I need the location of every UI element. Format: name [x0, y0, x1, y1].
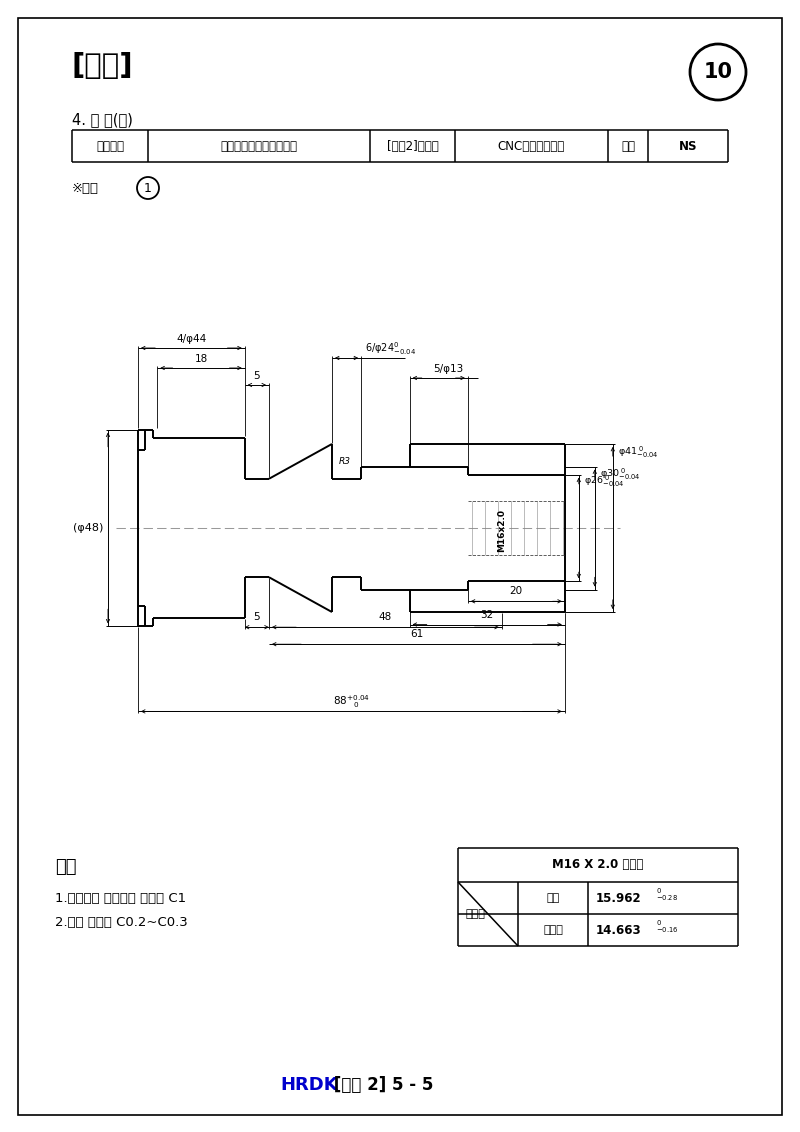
Text: 주서: 주서	[55, 858, 77, 876]
Text: CNC선반기공작업: CNC선반기공작업	[498, 139, 565, 153]
Text: 1.도시되고 지시없는 모떼기 C1: 1.도시되고 지시없는 모떼기 C1	[55, 892, 186, 904]
Text: φ41$^{\ 0}_{-0.04}$: φ41$^{\ 0}_{-0.04}$	[618, 445, 658, 460]
Text: 15.962: 15.962	[596, 892, 642, 904]
Text: 4/φ44: 4/φ44	[176, 334, 206, 344]
Text: 1: 1	[144, 181, 152, 195]
Text: 48: 48	[378, 612, 392, 623]
Text: 컴퓨터응용가공산업기사: 컴퓨터응용가공산업기사	[221, 139, 298, 153]
Text: 5: 5	[254, 612, 260, 623]
Text: (φ48): (φ48)	[73, 523, 103, 533]
Text: $^{0}_{-0.28}$: $^{0}_{-0.28}$	[656, 886, 678, 903]
Text: φ26$^{\ 0}_{-0.04}$: φ26$^{\ 0}_{-0.04}$	[584, 474, 624, 489]
Text: HRDK: HRDK	[280, 1077, 338, 1094]
Text: 88$^{+0.04}_{\ \ \ 0}$: 88$^{+0.04}_{\ \ \ 0}$	[333, 693, 370, 710]
Text: [시험 2] 5 - 5: [시험 2] 5 - 5	[328, 1077, 434, 1094]
Text: 5/φ13: 5/φ13	[434, 365, 463, 374]
Text: 자격종목: 자격종목	[96, 139, 124, 153]
Text: 10: 10	[703, 62, 733, 82]
Text: 4. 도 면(축): 4. 도 면(축)	[72, 112, 133, 127]
Text: 61: 61	[410, 629, 423, 640]
Text: φ30$^{\ 0}_{-0.04}$: φ30$^{\ 0}_{-0.04}$	[600, 466, 640, 482]
Text: [시험2]과제명: [시험2]과제명	[386, 139, 438, 153]
Text: R3: R3	[339, 457, 351, 466]
Text: 2.일반 모떼기 C0.2~C0.3: 2.일반 모떼기 C0.2~C0.3	[55, 916, 188, 929]
Text: 20: 20	[510, 586, 523, 597]
Text: NS: NS	[678, 139, 698, 153]
Text: M16 X 2.0 보통급: M16 X 2.0 보통급	[552, 858, 644, 872]
Text: [공개]: [공개]	[72, 52, 134, 80]
Text: $^{0}_{-0.16}$: $^{0}_{-0.16}$	[656, 918, 678, 935]
Text: M16x2.0: M16x2.0	[498, 509, 506, 552]
Text: 수나사: 수나사	[466, 909, 486, 919]
Text: 32: 32	[481, 609, 494, 619]
Text: 외경: 외경	[546, 893, 560, 903]
Text: 18: 18	[194, 354, 208, 365]
Text: 5: 5	[254, 371, 260, 381]
Text: ※도면: ※도면	[72, 181, 99, 195]
Text: 6/φ24$^{0}_{-0.04}$: 6/φ24$^{0}_{-0.04}$	[365, 341, 416, 358]
Text: 척도: 척도	[621, 139, 635, 153]
Text: 유효경: 유효경	[543, 925, 563, 935]
Text: 14.663: 14.663	[596, 924, 642, 936]
